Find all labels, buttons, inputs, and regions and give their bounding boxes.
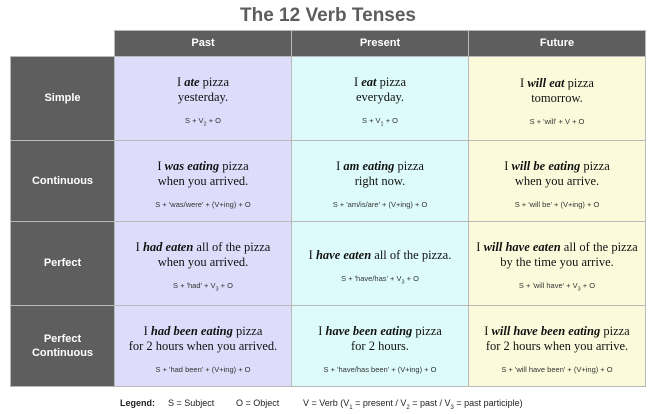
tense-cell-past: I ate pizza yesterday. S + V2 + O [114,55,292,141]
legend-verb: V = Verb (V1 = present / V2 = past / V3 … [303,398,523,411]
tense-row: Perfect I had eaten all of the pizza when … [10,220,646,307]
verb-form: had been eating [150,324,233,339]
example-sentence: I will eat pizza tomorrow. [520,76,594,106]
subscript: 1 [349,404,353,411]
subscript: 3 [401,279,405,286]
tense-cell-present: I have eaten all of the pizza. S + 'have/… [291,220,469,307]
tense-row: Continuous I was eating pizza when you arr… [10,139,646,222]
example-sentence: I will have eaten all of the pizza by the… [476,240,638,270]
column-header-future: Future [468,30,646,57]
formula: S + 'had' + V3 + O [173,281,233,293]
subscript: 3 [215,286,219,293]
subscript: 2 [406,404,410,411]
formula: S + V1 + O [361,115,398,128]
example-sentence: I will have been eating pizza for 2 hours… [484,324,630,354]
tense-row: Simple I ate pizza yesterday. S + V2 + O I e… [10,55,646,141]
tense-cell-present: I am eating pizza right now. S + 'am/is/ar… [291,139,469,222]
legend-label: Legend: [120,398,155,408]
formula: S + 'will be' + (V+ing) + O [514,199,600,209]
example-sentence: I ate pizza yesterday. [176,74,230,104]
column-header-past: Past [114,30,292,57]
formula: S + 'had been' + (V+ing) + O [155,365,251,375]
subscript: 3 [577,286,581,293]
legend-subject: S = Subject [168,398,215,408]
subscript: 2 [203,121,207,128]
verb-form: am eating [343,158,395,173]
verb-form: was eating [164,158,220,173]
verb-form: have been eating [325,324,413,339]
subscript: 1 [380,121,384,128]
example-sentence: I was eating pizza when you arrived. [157,158,249,188]
verb-form: eat [361,74,377,89]
corner-cell [10,30,115,57]
verb-form: will be eating [511,158,581,173]
formula: S + 'have/has' + V3 + O [341,273,419,286]
formula: S + 'am/is/are' + (V+ing) + O [332,199,428,209]
tense-row: Perfect Continuous I had been eating pizza… [10,305,646,387]
formula: S + 'was/were' + (V+ing) + O [155,199,251,209]
formula: S + V2 + O [184,115,221,128]
tense-cell-past: I had been eating pizza for 2 hours when … [114,305,292,387]
tense-rows: Simple I ate pizza yesterday. S + V2 + O I e… [10,55,646,387]
example-sentence: I will be eating pizza when you arrive. [504,158,610,188]
verb-form: had eaten [142,240,194,255]
formula: S + 'will have been' + (V+ing) + O [501,365,613,375]
tense-cell-future: I will eat pizza tomorrow. S + 'will' + V … [468,55,646,141]
column-header-row: Past Present Future [10,30,646,57]
example-sentence: I am eating pizza right now. [336,158,424,188]
example-sentence: I had eaten all of the pizza when you arr… [135,240,271,270]
subscript: 3 [450,404,454,411]
verb-tenses-table: Past Present Future Simple I ate pizza yes… [10,30,646,387]
formula: S + 'will have' + V3 + O [518,281,596,293]
verb-form: have eaten [315,247,372,262]
example-sentence: I had been eating pizza for 2 hours when … [128,324,278,354]
formula: S + 'have/has been' + (V+ing) + O [323,365,437,375]
tense-cell-present: I eat pizza everyday. S + V1 + O [291,55,469,141]
tense-cell-future: I will have eaten all of the pizza by the… [468,220,646,307]
row-header: Perfect Continuous [10,305,115,387]
row-header: Perfect [10,220,115,307]
verb-form: will have eaten [483,240,561,255]
page-title: The 12 Verb Tenses [239,5,416,26]
row-header: Simple [10,55,115,141]
legend-object: O = Object [236,398,280,408]
verb-form: will eat [527,76,565,91]
tense-cell-past: I had eaten all of the pizza when you arr… [114,220,292,307]
verb-form: ate [184,74,200,89]
column-header-present: Present [291,30,469,57]
tense-cell-future: I will have been eating pizza for 2 hours… [468,305,646,387]
formula: S + 'will' + V + O [529,117,585,127]
row-header: Continuous [10,139,115,222]
tense-cell-past: I was eating pizza when you arrived. S + '… [114,139,292,222]
verb-form: will have been eating [491,324,601,339]
tense-cell-future: I will be eating pizza when you arrive. S … [468,139,646,222]
example-sentence: I have been eating pizza for 2 hours. [318,324,442,354]
example-sentence: I eat pizza everyday. [353,74,407,104]
example-sentence: I have eaten all of the pizza. [308,247,452,262]
tense-cell-present: I have been eating pizza for 2 hours. S + … [291,305,469,387]
